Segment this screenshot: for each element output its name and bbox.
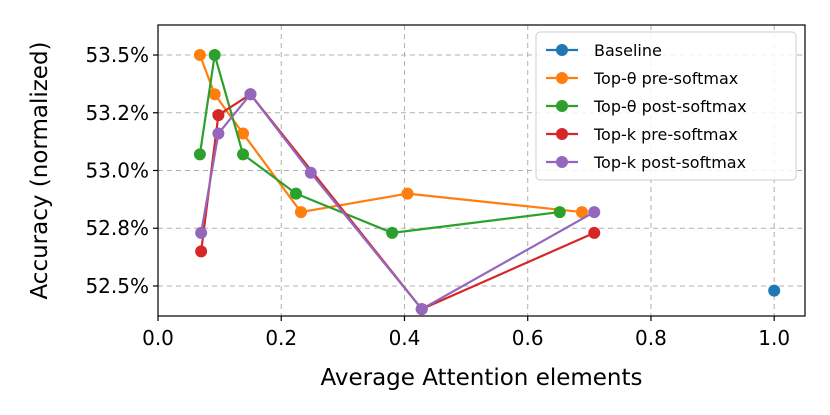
y-tick-label: 52.5% xyxy=(85,274,149,298)
legend-label: Top-k pre-softmax xyxy=(593,125,738,144)
data-point xyxy=(195,245,208,258)
series-top-k-post-softmax xyxy=(195,88,601,316)
series-baseline xyxy=(768,284,781,297)
legend-label: Top-θ post-softmax xyxy=(593,97,747,116)
legend-item: Top-θ pre-softmax xyxy=(546,69,738,88)
series-line xyxy=(200,93,595,311)
x-tick-label: 1.0 xyxy=(758,326,790,350)
legend-swatch-marker xyxy=(556,128,568,140)
axis-ticks: 0.0 0.2 0.4 0.6 0.8 1.0 52.5% 52.8% 53.0% 53.2% 53… xyxy=(85,43,790,350)
x-tick-label: 0.2 xyxy=(265,326,297,350)
series-line xyxy=(198,53,560,234)
data-point xyxy=(237,127,250,140)
series-line xyxy=(198,54,583,214)
data-point xyxy=(304,166,317,179)
data-point xyxy=(386,226,399,239)
legend-label: Top-θ pre-softmax xyxy=(593,69,738,88)
data-point xyxy=(208,49,221,62)
data-point xyxy=(193,148,206,161)
legend-box xyxy=(535,31,797,181)
legend-item: Top-θ post-softmax xyxy=(546,97,747,116)
data-point xyxy=(588,226,601,239)
y-tick-label: 53.2% xyxy=(85,101,149,125)
data-point xyxy=(575,206,588,219)
x-tick-label: 0.8 xyxy=(635,326,667,350)
y-tick-label: 53.5% xyxy=(85,43,149,67)
data-point xyxy=(244,88,257,101)
plot-frame xyxy=(157,24,806,317)
series-lines xyxy=(193,49,781,316)
series-top-post-softmax xyxy=(193,49,566,239)
series-line xyxy=(200,93,595,311)
series-top-pre-softmax xyxy=(193,49,588,219)
x-tick-label: 0.4 xyxy=(389,326,421,350)
legend-label: Top-k post-softmax xyxy=(593,153,746,172)
y-tick-label: 53.0% xyxy=(85,159,149,183)
y-tick-label: 52.8% xyxy=(85,216,149,240)
legend-item: Top-k pre-softmax xyxy=(546,125,738,144)
data-point xyxy=(290,187,303,200)
data-point xyxy=(588,206,601,219)
legend-item: Baseline xyxy=(546,41,662,60)
data-point xyxy=(553,206,566,219)
legend-swatch-marker xyxy=(556,100,568,112)
x-tick-label: 0.6 xyxy=(512,326,544,350)
legend-swatch-marker xyxy=(556,44,568,56)
data-point xyxy=(212,127,225,140)
x-tick-label: 0.0 xyxy=(142,326,174,350)
legend-label: Baseline xyxy=(594,41,662,60)
legend: Baseline Top-θ pre-softmax Top-θ post-soft… xyxy=(535,31,797,181)
data-point xyxy=(208,88,221,101)
data-point xyxy=(415,303,428,316)
data-point xyxy=(401,187,414,200)
data-point xyxy=(193,49,206,62)
legend-swatch-marker xyxy=(556,72,568,84)
data-point xyxy=(294,206,307,219)
y-axis-label: Accuracy (normalized) xyxy=(27,41,53,299)
data-point xyxy=(212,109,225,122)
legend-item: Top-k post-softmax xyxy=(546,153,746,172)
data-point xyxy=(237,148,250,161)
legend-swatch-marker xyxy=(556,156,568,168)
data-point xyxy=(768,284,781,297)
x-axis-label: Average Attention elements xyxy=(320,365,642,391)
data-point xyxy=(195,226,208,239)
